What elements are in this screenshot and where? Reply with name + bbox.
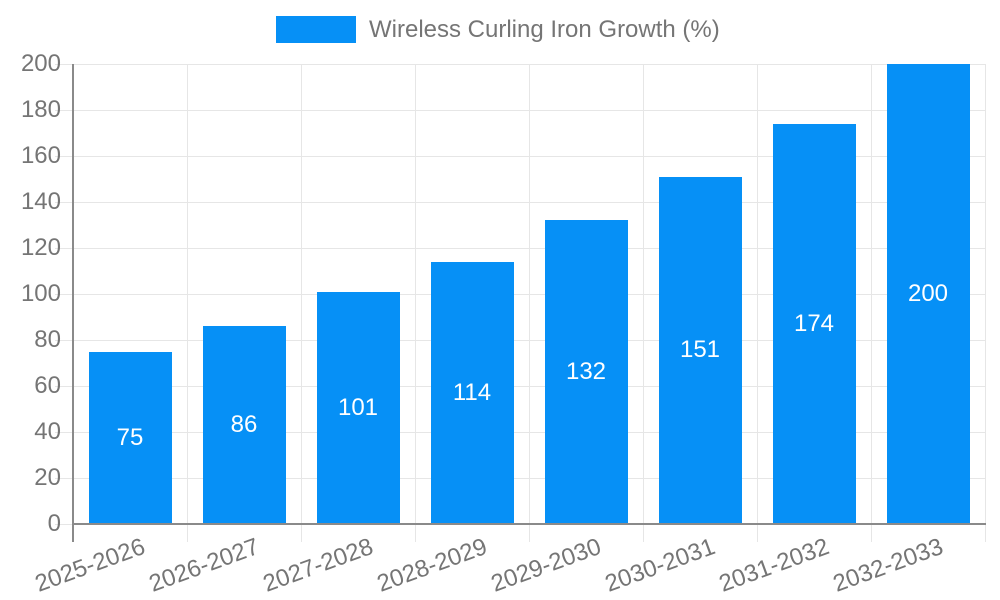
y-tick-label: 0 (47, 510, 61, 537)
y-axis-tick (55, 385, 73, 387)
gridline-vertical (984, 64, 986, 524)
bar-value-label: 132 (565, 358, 607, 386)
y-tick-label: 180 (20, 96, 61, 123)
y-axis-tick (55, 431, 73, 433)
y-axis-tick (55, 523, 73, 525)
y-tick-label: 100 (20, 280, 61, 307)
x-axis-tick (984, 524, 986, 542)
y-axis-tick (55, 63, 73, 65)
gridline-vertical (528, 64, 530, 524)
x-axis-tick (756, 524, 758, 542)
y-axis-line (72, 64, 74, 542)
x-tick-label: 2027-2028 (259, 533, 377, 598)
bar: 200 (886, 64, 970, 524)
y-axis-tick (55, 339, 73, 341)
bar: 101 (316, 291, 400, 524)
gridline-vertical (870, 64, 872, 524)
gridline-vertical (414, 64, 416, 524)
y-tick-label: 140 (20, 188, 61, 215)
x-axis-tick (642, 524, 644, 542)
y-tick-label: 120 (20, 234, 61, 261)
bar-value-label: 151 (679, 336, 721, 364)
legend-swatch (276, 16, 356, 43)
x-axis-tick (528, 524, 530, 542)
bar-value-label: 86 (230, 411, 258, 439)
x-axis-tick (300, 524, 302, 542)
y-axis-tick (55, 293, 73, 295)
gridline-vertical (186, 64, 188, 524)
y-axis-tick (55, 155, 73, 157)
gridline-vertical (756, 64, 758, 524)
y-tick-label: 20 (34, 464, 61, 491)
x-tick-label: 2026-2027 (145, 533, 263, 598)
x-tick-label: 2032-2033 (829, 533, 947, 598)
y-tick-label: 60 (34, 372, 61, 399)
x-axis-line (72, 523, 986, 525)
y-axis-tick (55, 247, 73, 249)
x-tick-label: 2025-2026 (31, 533, 149, 598)
x-axis-tick (186, 524, 188, 542)
bar: 75 (88, 351, 172, 524)
y-tick-label: 160 (20, 142, 61, 169)
x-axis-tick (870, 524, 872, 542)
bar-value-label: 114 (452, 378, 492, 406)
x-axis-tick (414, 524, 416, 542)
gridline-vertical (300, 64, 302, 524)
bar: 151 (658, 176, 742, 524)
bar: 174 (772, 123, 856, 524)
x-tick-label: 2029-2030 (487, 533, 605, 598)
bar-value-label: 200 (907, 280, 949, 307)
bar-value-label: 174 (793, 309, 835, 337)
bar: 114 (430, 261, 514, 524)
bar-value-label: 101 (337, 393, 379, 421)
legend-label: Wireless Curling Iron Growth (%) (369, 16, 720, 43)
y-tick-label: 80 (34, 326, 61, 353)
bar-value-label: 75 (116, 423, 144, 451)
gridline-vertical (642, 64, 644, 524)
x-tick-label: 2028-2029 (373, 533, 491, 598)
bar: 132 (544, 220, 628, 524)
y-axis-tick (55, 477, 73, 479)
x-tick-label: 2031-2032 (715, 533, 833, 598)
y-tick-label: 40 (34, 418, 61, 445)
bar: 86 (202, 326, 286, 524)
y-tick-label: 200 (20, 50, 61, 77)
y-axis-tick (55, 201, 73, 203)
x-tick-label: 2030-2031 (601, 533, 719, 598)
legend: Wireless Curling Iron Growth (%) (276, 16, 720, 43)
y-axis-tick (55, 109, 73, 111)
